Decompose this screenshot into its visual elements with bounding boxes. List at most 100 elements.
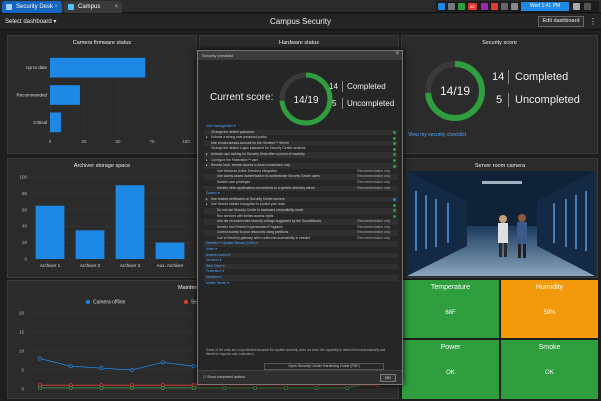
checklist-item[interactable]: Use trusted certificates on Security Cen… xyxy=(204,196,398,203)
checklist: User management ▾ Change the default pass… xyxy=(204,124,398,286)
uncompleted-label: Uncompleted xyxy=(515,94,580,106)
checklist-item[interactable]: Control access to your resources using p… xyxy=(204,230,398,236)
tab-security-desk[interactable]: Security Desk × xyxy=(2,1,62,13)
minimize-icon[interactable] xyxy=(584,3,591,10)
dashboard-header: Select dashboard ▾ Campus Security Edit … xyxy=(0,14,601,30)
select-dashboard-label: Select dashboard xyxy=(5,19,52,25)
hardening-guide-button[interactable]: Open Security Center Hardening Guide (PD… xyxy=(264,363,384,370)
checklist-item-label: Use Secure stream encryption to protect … xyxy=(211,202,285,207)
volume-icon[interactable] xyxy=(511,3,518,10)
checklist-item[interactable]: Use Windows Active Directory integration… xyxy=(204,169,398,175)
checklist-item[interactable]: Use Secure stream encryption to protect … xyxy=(204,202,398,208)
checklist-section[interactable]: Intrusion ▾ xyxy=(204,275,398,281)
checklist-item[interactable]: Change the default password xyxy=(204,129,398,136)
more-options-icon[interactable]: ⋮ xyxy=(589,17,597,26)
user-icon[interactable] xyxy=(501,3,508,10)
check-icon xyxy=(393,142,396,146)
tab-campus[interactable]: Campus × xyxy=(64,1,122,13)
checklist-section[interactable]: Federation ▾ xyxy=(204,269,398,275)
show-completed-checkbox[interactable]: ☐ Show completed actions xyxy=(203,375,246,379)
checklist-item[interactable]: Monitor user privileges Recommendation on… xyxy=(204,180,398,186)
ok-button[interactable]: OK xyxy=(380,374,396,382)
dialog-titlebar: Security checklist × xyxy=(198,51,402,60)
checklist-item[interactable]: Monitor other applications connections t… xyxy=(204,185,398,192)
info-note: Some of the units are not protected beca… xyxy=(206,348,386,356)
checklist-section[interactable]: Intrusion ▾ xyxy=(204,258,398,264)
checklist-item-label: Use a least-access account for the Genet… xyxy=(211,140,289,145)
expand-icon[interactable]: ▸ xyxy=(206,196,208,201)
tile-title: Mainten xyxy=(178,285,198,291)
checklist-section[interactable]: Access control ▾ xyxy=(204,252,398,259)
recommendation-note: Recommendation only xyxy=(357,174,390,179)
checklist-item-label: Monitor and Restrict Impersonated Progra… xyxy=(217,224,283,229)
checklist-section[interactable]: Video ▾ xyxy=(204,247,398,253)
completed-label: Completed xyxy=(347,82,386,91)
y-tick-label: 20 xyxy=(22,240,28,245)
y-tick-label: 10 xyxy=(19,349,25,354)
checklist-item[interactable]: Configure the Federation™ user ▸ xyxy=(204,158,398,164)
x-tick-label: 25 xyxy=(81,139,87,144)
checklist-item[interactable]: Change the default Logon password for Se… xyxy=(204,146,398,152)
close-icon[interactable]: × xyxy=(54,4,58,10)
archiver-storage-tile: Archiver storage space 0 20 40 60 80 100 Archi… xyxy=(7,158,197,278)
tab-label: Security Desk xyxy=(16,4,54,10)
checklist-section[interactable]: Genetec™ Update Service (GUS) ▾ xyxy=(204,241,398,248)
select-dashboard-dropdown[interactable]: Select dashboard ▾ xyxy=(5,18,56,25)
settings-icon[interactable] xyxy=(573,3,580,10)
checklist-item-label: Use claims-based authentication to authe… xyxy=(217,174,320,179)
checklist-item-label: Intrusion ▾ xyxy=(206,258,222,263)
check-icon xyxy=(393,153,396,157)
expand-icon[interactable]: ▸ xyxy=(206,135,208,140)
close-icon[interactable]: × xyxy=(395,51,399,57)
system-tray: 82 Wed 1:41 PM xyxy=(436,1,599,12)
legend-marker xyxy=(86,300,90,304)
alert-icon[interactable] xyxy=(491,3,498,10)
uncompleted-count: 5 xyxy=(332,99,337,108)
monitor-icon[interactable] xyxy=(438,3,445,10)
checklist-item[interactable]: Restrict local, remote access to local c… xyxy=(204,163,398,169)
checklist-item[interactable]: Use the recommended security settings su… xyxy=(204,219,398,225)
checklist-item-label: Run services with limited access rights xyxy=(217,213,274,218)
alarm-icon[interactable] xyxy=(481,3,488,10)
server-room-camera-tile: Server room camera xyxy=(402,158,598,278)
data-point xyxy=(130,368,135,372)
checklist-item[interactable]: Use a Directory gateway when outbound ac… xyxy=(204,236,398,242)
check-icon xyxy=(393,164,396,168)
checklist-item-label: Access control ▾ xyxy=(206,252,231,257)
expand-icon[interactable]: ▸ xyxy=(206,202,208,207)
data-point xyxy=(160,385,165,390)
checklist-item[interactable]: Run services with limited access rights xyxy=(204,214,398,220)
chevron-down-icon: ▾ xyxy=(53,19,57,25)
view-checklist-link[interactable]: View my security checklist xyxy=(408,132,466,138)
checklist-section[interactable]: User management ▾ xyxy=(204,124,398,130)
checklist-item[interactable]: Use a least-access account for the Genet… xyxy=(204,140,398,147)
category-label: Archiver 2 xyxy=(80,263,101,268)
checklist-item-label: Control access to your resources using p… xyxy=(217,230,289,235)
data-point xyxy=(314,385,319,390)
expand-icon[interactable]: ▸ xyxy=(206,163,208,168)
edit-dashboard-button[interactable]: Edit dashboard xyxy=(538,16,584,27)
notification-badge[interactable]: 82 xyxy=(468,3,477,10)
close-icon[interactable]: × xyxy=(114,4,118,10)
checklist-item[interactable]: Monitor and Restrict Impersonated Progra… xyxy=(204,225,398,231)
checklist-item[interactable]: Enforce a strong user password policy ▸ xyxy=(204,135,398,141)
legend-label: Serv xyxy=(191,300,202,306)
divider xyxy=(342,81,343,92)
health-icon[interactable] xyxy=(458,3,465,10)
checklist-item[interactable]: Use claims-based authentication to authe… xyxy=(204,174,398,180)
checklist-item[interactable]: Do not use Security Center in backward c… xyxy=(204,207,398,214)
checklist-item-label: Monitor other applications connections t… xyxy=(217,185,316,190)
checklist-section[interactable]: System ▾ xyxy=(204,191,398,197)
y-tick-label: 5 xyxy=(21,368,24,373)
temperature-tile: Temperature 68F xyxy=(402,280,499,338)
checklist-item-label: User management ▾ xyxy=(206,124,236,128)
checklist-item-label: Monitor user privileges xyxy=(217,179,251,184)
expand-icon[interactable]: ▸ xyxy=(206,157,208,162)
checklist-section[interactable]: Web Client ▾ xyxy=(204,263,398,270)
expand-icon[interactable]: ▸ xyxy=(206,151,208,156)
checklist-section[interactable]: Mobile Server ▾ xyxy=(204,281,398,287)
checklist-item[interactable]: Activate user locking for Security Desk … xyxy=(204,151,398,158)
camera-icon[interactable] xyxy=(448,3,455,10)
checklist-item-label: Mobile Server ▾ xyxy=(206,280,229,285)
camera-video-feed[interactable] xyxy=(407,171,595,276)
